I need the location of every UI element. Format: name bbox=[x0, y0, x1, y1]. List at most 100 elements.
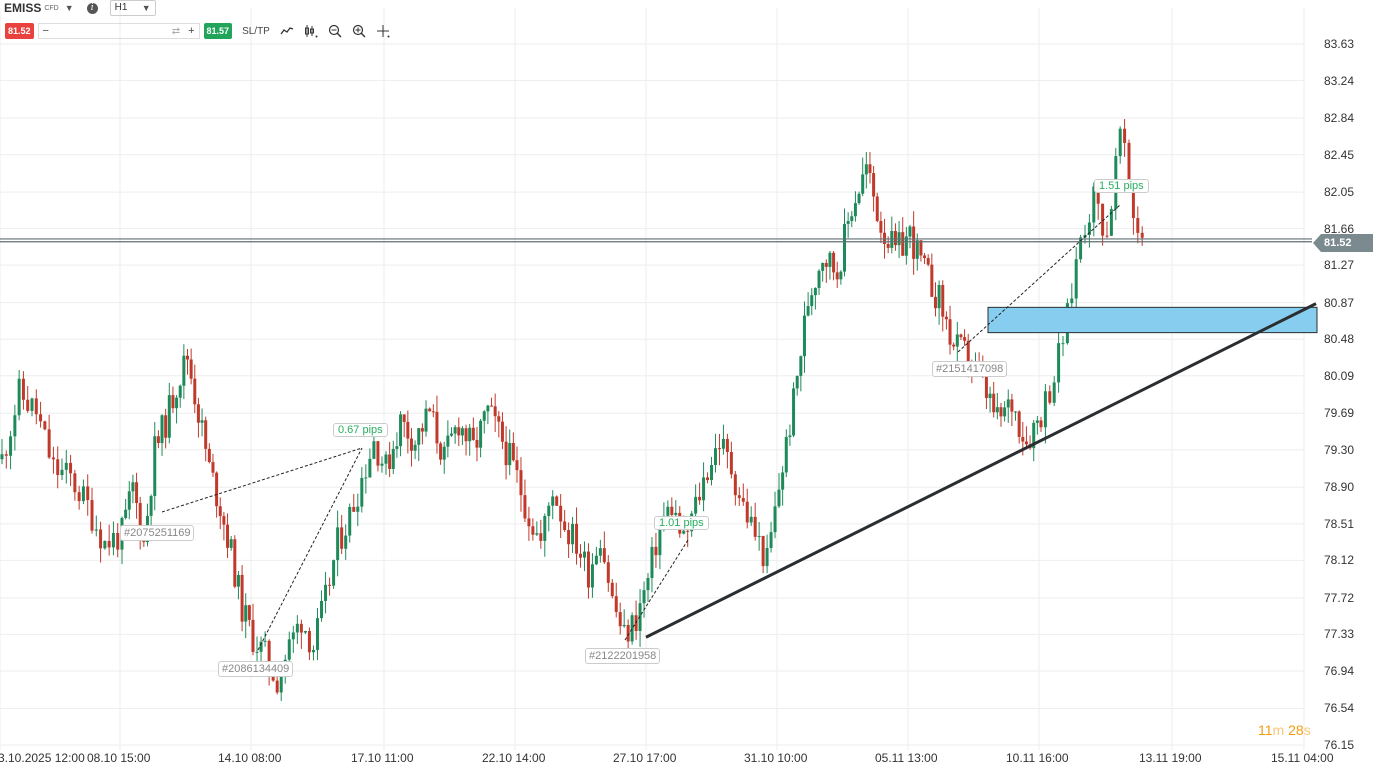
candle-bearish bbox=[493, 406, 497, 417]
candle-bearish bbox=[824, 262, 828, 267]
candle-bearish bbox=[761, 535, 765, 567]
candle-bullish bbox=[937, 284, 941, 309]
timer-minutes: 11 bbox=[1258, 722, 1273, 738]
candle-bullish bbox=[1087, 222, 1091, 235]
trade-id-label[interactable]: #2086134409 bbox=[218, 661, 294, 677]
candle-bullish bbox=[817, 270, 821, 288]
candle-bullish bbox=[666, 506, 670, 516]
candle-bearish bbox=[34, 398, 38, 415]
candle-bearish bbox=[1010, 399, 1014, 412]
candle-bullish bbox=[450, 433, 453, 436]
price-tick-label: 76.54 bbox=[1324, 701, 1355, 716]
candle-bearish bbox=[439, 443, 443, 460]
candle-bearish bbox=[725, 438, 729, 453]
sell-button[interactable]: 81.52 bbox=[5, 23, 34, 39]
candle-bearish bbox=[211, 462, 215, 473]
candle-bearish bbox=[733, 474, 737, 496]
candle-bullish bbox=[646, 577, 650, 591]
candle-bullish bbox=[674, 512, 678, 515]
candle-bullish bbox=[850, 216, 854, 221]
zoom-out-icon[interactable] bbox=[328, 24, 342, 38]
candle-bullish bbox=[160, 415, 164, 444]
chevron-down-icon: ▼ bbox=[141, 3, 151, 13]
info-icon[interactable]: i bbox=[86, 2, 98, 14]
candle-bearish bbox=[409, 438, 413, 451]
candle-bullish bbox=[124, 509, 128, 519]
candle-bearish bbox=[240, 574, 244, 622]
candle-bullish bbox=[182, 355, 186, 386]
time-tick-label: 31.10 10:00 bbox=[744, 751, 808, 765]
candle-bearish bbox=[966, 340, 970, 365]
candle-bullish bbox=[64, 462, 68, 470]
candle-bearish bbox=[527, 518, 531, 527]
candle-bearish bbox=[218, 506, 222, 517]
candlestick-icon[interactable] bbox=[304, 24, 318, 38]
time-tick-label: 10.11 16:00 bbox=[1006, 751, 1069, 765]
candle-bullish bbox=[642, 590, 646, 604]
crosshair-icon[interactable] bbox=[376, 24, 390, 38]
candle-bearish bbox=[1024, 441, 1028, 445]
candle-bullish bbox=[153, 436, 157, 497]
plus-icon[interactable]: + bbox=[188, 25, 195, 37]
trade-connector-line bbox=[257, 447, 363, 651]
line-chart-icon[interactable] bbox=[280, 24, 294, 38]
candle-bullish bbox=[650, 546, 654, 578]
symbol-bar: EMISS CFD ▼ i H1 ▼ bbox=[0, 0, 156, 16]
price-tick-label: 83.24 bbox=[1324, 73, 1355, 88]
candle-bullish bbox=[571, 523, 575, 545]
trade-id-label[interactable]: #2151417098 bbox=[932, 361, 1008, 377]
candle-bullish bbox=[788, 435, 792, 438]
candle-bearish bbox=[233, 539, 237, 587]
candle-bullish bbox=[765, 548, 769, 567]
candle-bearish bbox=[226, 524, 230, 548]
candle-bearish bbox=[893, 230, 897, 246]
candle-bullish bbox=[259, 641, 263, 652]
candle-bearish bbox=[135, 482, 139, 504]
candle-bearish bbox=[872, 173, 876, 197]
candle-bearish bbox=[457, 427, 461, 436]
chevron-down-icon[interactable]: ▼ bbox=[64, 3, 74, 13]
candle-bullish bbox=[757, 535, 761, 537]
candle-bullish bbox=[598, 548, 602, 556]
candle-bearish bbox=[90, 500, 94, 531]
buy-button[interactable]: 81.57 bbox=[203, 23, 233, 39]
price-tick-label: 77.72 bbox=[1324, 590, 1355, 605]
candle-bearish bbox=[215, 472, 219, 507]
candle-bearish bbox=[959, 334, 963, 338]
candle-bullish bbox=[94, 529, 98, 531]
minus-icon[interactable]: − bbox=[42, 25, 49, 37]
swap-icon[interactable]: ⇄ bbox=[171, 25, 181, 37]
symbol-name[interactable]: EMISS bbox=[4, 1, 42, 15]
candle-bullish bbox=[324, 584, 328, 601]
candle-bullish bbox=[622, 624, 626, 627]
candle-bullish bbox=[127, 491, 131, 510]
candle-bullish bbox=[17, 378, 21, 416]
quantity-stepper[interactable]: − ⇄ + bbox=[37, 23, 200, 39]
candle-bullish bbox=[1014, 411, 1018, 413]
trade-id-label[interactable]: #2075251169 bbox=[120, 525, 195, 541]
timeframe-select[interactable]: H1 ▼ bbox=[109, 0, 156, 16]
candle-bullish bbox=[508, 443, 512, 466]
price-tick-label: 78.90 bbox=[1324, 480, 1355, 495]
drawings-layer bbox=[0, 204, 1318, 651]
candle-bullish bbox=[857, 193, 861, 204]
candle-bullish bbox=[1006, 399, 1010, 408]
candle-bullish bbox=[792, 388, 796, 436]
candle-bearish bbox=[618, 612, 622, 627]
candle-bullish bbox=[255, 651, 259, 653]
candle-bullish bbox=[988, 393, 992, 399]
candle-bearish bbox=[4, 454, 8, 456]
candle-bullish bbox=[399, 414, 403, 447]
candle-bullish bbox=[149, 496, 153, 516]
trade-id-label[interactable]: #2122201958 bbox=[585, 648, 661, 664]
candle-bullish bbox=[360, 477, 364, 507]
candle-bearish bbox=[698, 496, 702, 501]
zoom-in-icon[interactable] bbox=[352, 24, 366, 38]
timer-minutes-unit: m bbox=[1272, 722, 1285, 738]
candle-bearish bbox=[464, 428, 468, 442]
trendline bbox=[645, 302, 1317, 639]
sltp-button[interactable]: SL/TP bbox=[242, 25, 270, 37]
candle-bearish bbox=[555, 496, 559, 506]
candle-bullish bbox=[468, 427, 472, 442]
